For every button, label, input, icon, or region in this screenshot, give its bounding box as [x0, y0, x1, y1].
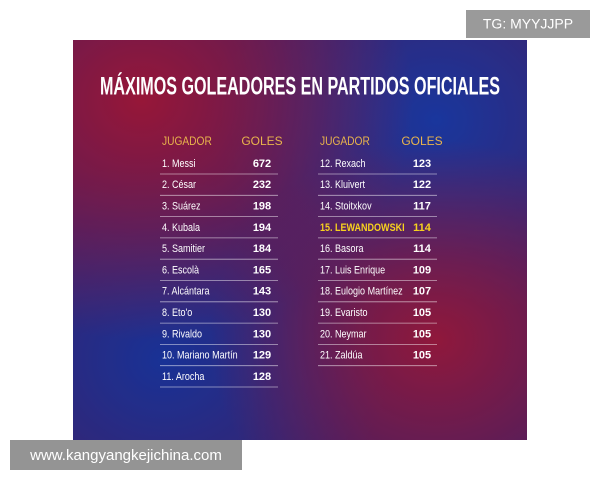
- player-name: 1. Messi: [162, 158, 196, 170]
- goals: 165: [253, 264, 271, 276]
- player-name: 16. Basora: [320, 243, 364, 255]
- player-name: 18. Eulogio Martínez: [320, 286, 403, 298]
- goals: 105: [413, 350, 431, 362]
- player-name: 6. Escolà: [162, 265, 199, 277]
- player-name: 8. Eto'o: [162, 307, 193, 319]
- goals: 198: [253, 201, 271, 213]
- column-header: JUGADOR: [162, 135, 212, 148]
- goals: 129: [253, 350, 271, 362]
- player-name: 2. César: [162, 179, 197, 191]
- player-name: 5. Samitier: [162, 243, 206, 255]
- player-name: 20. Neymar: [320, 329, 367, 341]
- goals: 130: [253, 307, 271, 319]
- player-name: 13. Kluivert: [320, 179, 365, 191]
- goals: 194: [253, 222, 272, 234]
- goals: 143: [253, 286, 271, 298]
- player-name: 15. LEWANDOWSKI: [320, 222, 405, 234]
- player-name: 11. Arocha: [162, 371, 205, 383]
- column-header: GOLES: [241, 134, 282, 148]
- player-name: 17. Luis Enrique: [320, 265, 385, 277]
- goals: 232: [253, 179, 271, 191]
- goals: 123: [413, 158, 431, 170]
- goals: 117: [413, 201, 431, 213]
- goals: 128: [253, 371, 271, 383]
- background: [73, 40, 527, 440]
- goals: 109: [413, 264, 431, 276]
- player-name: 19. Evaristo: [320, 307, 368, 319]
- goals: 672: [253, 158, 271, 170]
- column-header: JUGADOR: [320, 135, 370, 148]
- goals: 184: [253, 243, 272, 255]
- watermark-box: [10, 440, 242, 470]
- player-name: 10. Mariano Martín: [162, 350, 238, 362]
- player-name: 7. Alcántara: [162, 286, 210, 298]
- watermark-box: [466, 10, 590, 38]
- goals: 122: [413, 179, 431, 191]
- player-name: 21. Zaldúa: [320, 350, 363, 362]
- player-name: 12. Rexach: [320, 158, 366, 170]
- player-name: 4. Kubala: [162, 222, 200, 234]
- column-header: GOLES: [401, 134, 442, 148]
- watermark: TG: MYYJJPP: [483, 16, 573, 32]
- goals: 107: [413, 286, 431, 298]
- watermark: www.kangyangkejichina.com: [29, 447, 222, 464]
- goals: 114: [413, 222, 432, 234]
- player-name: 3. Suárez: [162, 201, 201, 213]
- goals: 130: [253, 328, 271, 340]
- goals: 105: [413, 307, 431, 319]
- player-name: 14. Stoitxkov: [320, 201, 372, 213]
- goals: 105: [413, 328, 431, 340]
- goals: 114: [413, 243, 432, 255]
- tables: JUGADOR GOLES 1. Messi 672 2. César 232 3. Suá…: [160, 134, 443, 388]
- title: MÁXIMOS GOLEADORES EN PARTIDOS OFICIALES: [100, 72, 500, 101]
- player-name: 9. Rivaldo: [162, 329, 202, 341]
